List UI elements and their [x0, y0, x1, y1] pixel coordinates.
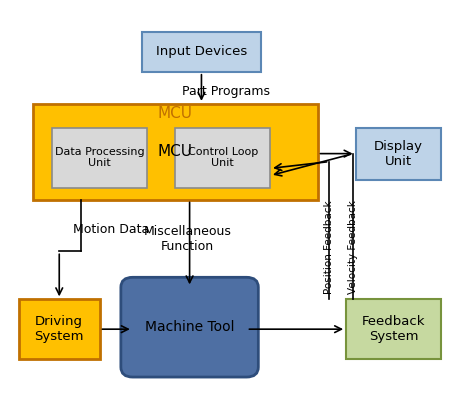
- FancyBboxPatch shape: [52, 128, 147, 188]
- Text: Miscellaneous
Function: Miscellaneous Function: [143, 225, 231, 253]
- Text: Feedback
System: Feedback System: [362, 315, 425, 343]
- Text: Input Devices: Input Devices: [156, 45, 247, 58]
- FancyBboxPatch shape: [346, 299, 441, 359]
- Text: Velocity Feedback: Velocity Feedback: [348, 200, 358, 294]
- Text: Motion Data: Motion Data: [73, 223, 150, 236]
- Text: Driving
System: Driving System: [35, 315, 84, 343]
- Text: Part Programs: Part Programs: [182, 85, 271, 98]
- FancyBboxPatch shape: [33, 104, 318, 200]
- FancyBboxPatch shape: [121, 277, 258, 377]
- Text: MCU: MCU: [158, 144, 193, 159]
- Text: Machine Tool: Machine Tool: [145, 320, 234, 334]
- FancyBboxPatch shape: [142, 32, 261, 72]
- Text: MCU: MCU: [158, 106, 193, 121]
- FancyBboxPatch shape: [356, 128, 441, 180]
- Text: Control Loop
Unit: Control Loop Unit: [188, 147, 258, 168]
- FancyBboxPatch shape: [175, 128, 270, 188]
- Text: Data Processing
Unit: Data Processing Unit: [55, 147, 145, 168]
- Text: Display
Unit: Display Unit: [374, 140, 423, 168]
- FancyBboxPatch shape: [19, 299, 100, 359]
- Text: Position Feedback: Position Feedback: [324, 201, 335, 294]
